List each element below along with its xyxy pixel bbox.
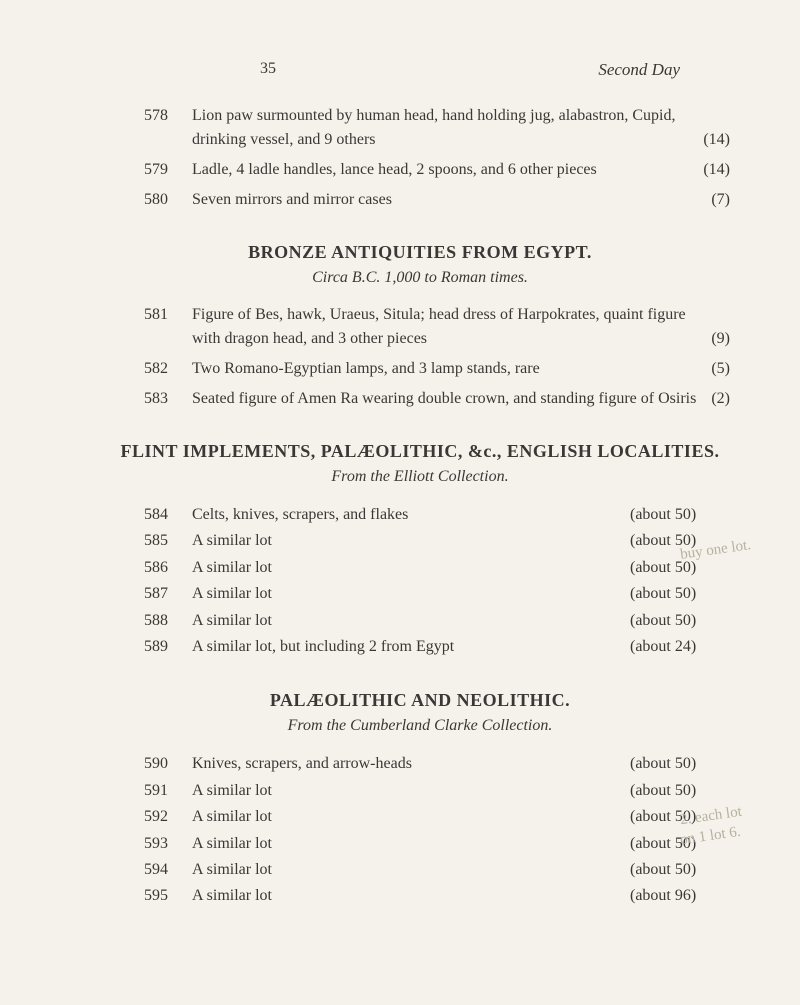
lot-row: 590 Knives, scrapers, and arrow-heads (a… (110, 751, 730, 777)
lot-description: Two Romano-Egyptian lamps, and 3 lamp st… (192, 357, 730, 381)
lot-text: Seven mirrors and mirror cases (192, 191, 392, 208)
lot-qty: (9) (711, 327, 730, 351)
lot-row: 594 A similar lot (about 50) (110, 857, 730, 883)
lot-price: (about 50) (620, 528, 730, 554)
lot-text: Seated figure of Amen Ra wearing double … (192, 390, 696, 407)
lot-price: (about 50) (620, 751, 730, 777)
lot-number: 589 (110, 634, 192, 660)
lot-description: A similar lot, but including 2 from Egyp… (192, 634, 620, 660)
lot-price: (about 50) (620, 804, 730, 830)
lot-price: (about 50) (620, 581, 730, 607)
lot-row: 592 A similar lot (about 50) (110, 804, 730, 830)
lot-number: 587 (110, 581, 192, 607)
section-title: FLINT IMPLEMENTS, PALÆOLITHIC, &c., ENGL… (110, 441, 730, 462)
lot-number: 588 (110, 608, 192, 634)
lot-description: A similar lot (192, 608, 620, 634)
lot-description: A similar lot (192, 883, 620, 909)
lot-price: (about 96) (620, 883, 730, 909)
lot-number: 579 (110, 158, 192, 182)
section-subtitle: Circa B.C. 1,000 to Roman times. (110, 269, 730, 287)
lot-description: A similar lot (192, 857, 620, 883)
lot-row: 595 A similar lot (about 96) (110, 883, 730, 909)
lot-number: 594 (110, 857, 192, 883)
lot-row: 588 A similar lot (about 50) (110, 608, 730, 634)
lot-number: 583 (110, 387, 192, 411)
lot-row: 581 Figure of Bes, hawk, Uraeus, Situla;… (110, 303, 730, 351)
lot-number: 590 (110, 751, 192, 777)
lot-number: 591 (110, 778, 192, 804)
lot-row: 580 Seven mirrors and mirror cases (7) (110, 188, 730, 212)
lot-description: A similar lot (192, 528, 620, 554)
page: 35 Second Day 578 Lion paw surmounted by… (0, 0, 800, 950)
lot-text: Two Romano-Egyptian lamps, and 3 lamp st… (192, 360, 540, 377)
lot-description: Celts, knives, scrapers, and flakes (192, 502, 620, 528)
lot-description: Ladle, 4 ladle handles, lance head, 2 sp… (192, 158, 730, 182)
lot-description: Figure of Bes, hawk, Uraeus, Situla; hea… (192, 303, 730, 351)
lot-price: (about 50) (620, 608, 730, 634)
lot-qty: (14) (703, 158, 730, 182)
lot-number: 581 (110, 303, 192, 351)
lot-row: 582 Two Romano-Egyptian lamps, and 3 lam… (110, 357, 730, 381)
lot-description: Lion paw surmounted by human head, hand … (192, 104, 730, 152)
lot-description: A similar lot (192, 778, 620, 804)
lot-number: 582 (110, 357, 192, 381)
lot-text: Ladle, 4 ladle handles, lance head, 2 sp… (192, 161, 597, 178)
lot-row: 587 A similar lot (about 50) (110, 581, 730, 607)
lot-description: Knives, scrapers, and arrow-heads (192, 751, 620, 777)
lot-description: A similar lot (192, 555, 620, 581)
page-header: 35 Second Day (110, 60, 730, 80)
lot-description: Seven mirrors and mirror cases (7) (192, 188, 730, 212)
lot-row: 591 A similar lot (about 50) (110, 778, 730, 804)
section-subtitle: From the Elliott Collection. (110, 468, 730, 486)
lot-description: A similar lot (192, 581, 620, 607)
lot-price: (about 50) (620, 502, 730, 528)
section-subtitle: From the Cumberland Clarke Collection. (110, 717, 730, 735)
lot-row: 583 Seated figure of Amen Ra wearing dou… (110, 387, 730, 411)
lot-qty: (7) (711, 188, 730, 212)
lot-row: 585 A similar lot (about 50) (110, 528, 730, 554)
lot-description: A similar lot (192, 831, 620, 857)
section-title: BRONZE ANTIQUITIES FROM EGYPT. (110, 242, 730, 263)
lot-qty: (2) (711, 387, 730, 411)
lot-description: Seated figure of Amen Ra wearing double … (192, 387, 730, 411)
lot-number: 585 (110, 528, 192, 554)
lot-number: 593 (110, 831, 192, 857)
lot-qty: (14) (703, 128, 730, 152)
lot-row: 593 A similar lot (about 50) (110, 831, 730, 857)
lot-number: 584 (110, 502, 192, 528)
section-title: PALÆOLITHIC AND NEOLITHIC. (110, 690, 730, 711)
lot-qty: (5) (711, 357, 730, 381)
lot-price: (about 50) (620, 555, 730, 581)
lot-price: (about 50) (620, 778, 730, 804)
lot-row: 586 A similar lot (about 50) (110, 555, 730, 581)
lot-description: A similar lot (192, 804, 620, 830)
lot-number: 595 (110, 883, 192, 909)
lot-number: 586 (110, 555, 192, 581)
lot-text: Lion paw surmounted by human head, hand … (192, 107, 675, 148)
lot-number: 592 (110, 804, 192, 830)
lot-row: 579 Ladle, 4 ladle handles, lance head, … (110, 158, 730, 182)
lot-price: (about 50) (620, 831, 730, 857)
lot-price: (about 24) (620, 634, 730, 660)
lot-row: 578 Lion paw surmounted by human head, h… (110, 104, 730, 152)
lot-row: 589 A similar lot, but including 2 from … (110, 634, 730, 660)
lot-row: 584 Celts, knives, scrapers, and flakes … (110, 502, 730, 528)
lot-price: (about 50) (620, 857, 730, 883)
page-number: 35 (260, 60, 276, 80)
running-title: Second Day (598, 60, 680, 80)
lot-number: 580 (110, 188, 192, 212)
lot-number: 578 (110, 104, 192, 152)
lot-text: Figure of Bes, hawk, Uraeus, Situla; hea… (192, 306, 686, 347)
